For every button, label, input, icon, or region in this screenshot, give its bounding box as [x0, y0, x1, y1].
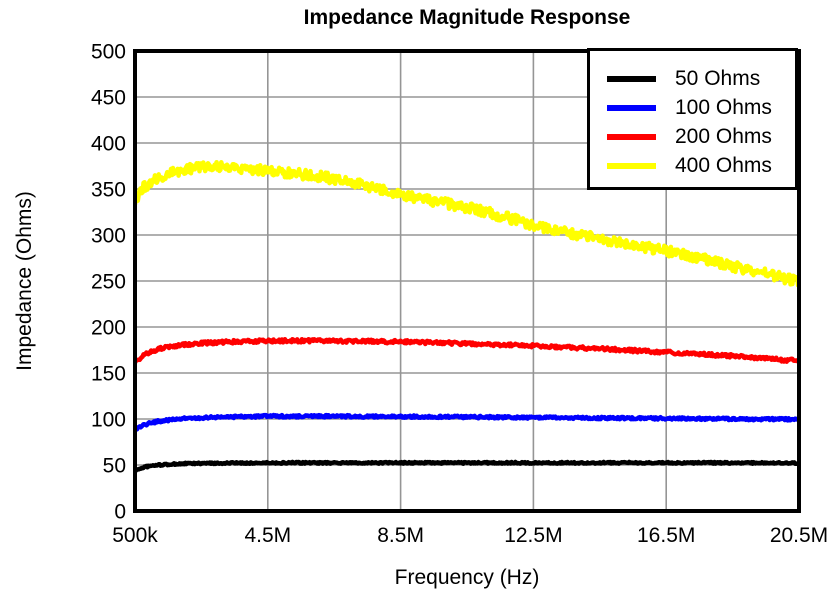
y-tick-label-300: 300	[91, 225, 126, 248]
legend-item: 200 Ohms	[607, 122, 795, 151]
y-tick-label-400: 400	[91, 133, 126, 156]
legend-swatch-100-ohms	[607, 104, 656, 111]
series-group	[135, 159, 799, 473]
y-tick-label-0: 0	[114, 501, 126, 524]
legend-label-200-ohms: 200 Ohms	[675, 124, 772, 148]
legend-label-50-ohms: 50 Ohms	[675, 66, 761, 90]
x-axis-title: Frequency (Hz)	[394, 566, 540, 589]
legend: 50 Ohms 100 Ohms 200 Ohms 400 Ohms	[587, 48, 798, 190]
legend-label-400-ohms: 400 Ohms	[675, 153, 772, 177]
y-tick-label-350: 350	[91, 179, 126, 202]
y-tick-label-250: 250	[91, 271, 126, 294]
legend-swatch-50-ohms	[607, 75, 656, 82]
legend-swatch-200-ohms	[607, 133, 656, 140]
x-tick-label-500k: 500k	[112, 524, 158, 547]
plot-border	[133, 49, 801, 513]
legend-swatch-400-ohms	[607, 162, 656, 169]
series-line-50-ohms	[135, 459, 799, 473]
series-line-200-ohms	[135, 336, 799, 364]
y-tick-label-450: 450	[91, 87, 126, 110]
x-tick-label-12.5M: 12.5M	[504, 524, 562, 547]
x-tick-label-16.5M: 16.5M	[637, 524, 695, 547]
x-tick-label-8.5M: 8.5M	[377, 524, 424, 547]
x-tick-label-4.5M: 4.5M	[244, 524, 291, 547]
series-line-400-ohms	[135, 159, 799, 288]
y-tick-label-200: 200	[91, 317, 126, 340]
legend-item: 400 Ohms	[607, 151, 795, 180]
y-tick-label-50: 50	[103, 455, 126, 478]
chart-title: Impedance Magnitude Response	[303, 6, 631, 29]
series-line-100-ohms	[135, 412, 799, 432]
x-tick-label-20.5M: 20.5M	[770, 524, 828, 547]
legend-label-100-ohms: 100 Ohms	[675, 95, 772, 119]
y-tick-label-150: 150	[91, 363, 126, 386]
legend-item: 50 Ohms	[607, 64, 795, 93]
y-tick-label-100: 100	[91, 409, 126, 432]
legend-item: 100 Ohms	[607, 93, 795, 122]
y-tick-label-500: 500	[91, 41, 126, 64]
